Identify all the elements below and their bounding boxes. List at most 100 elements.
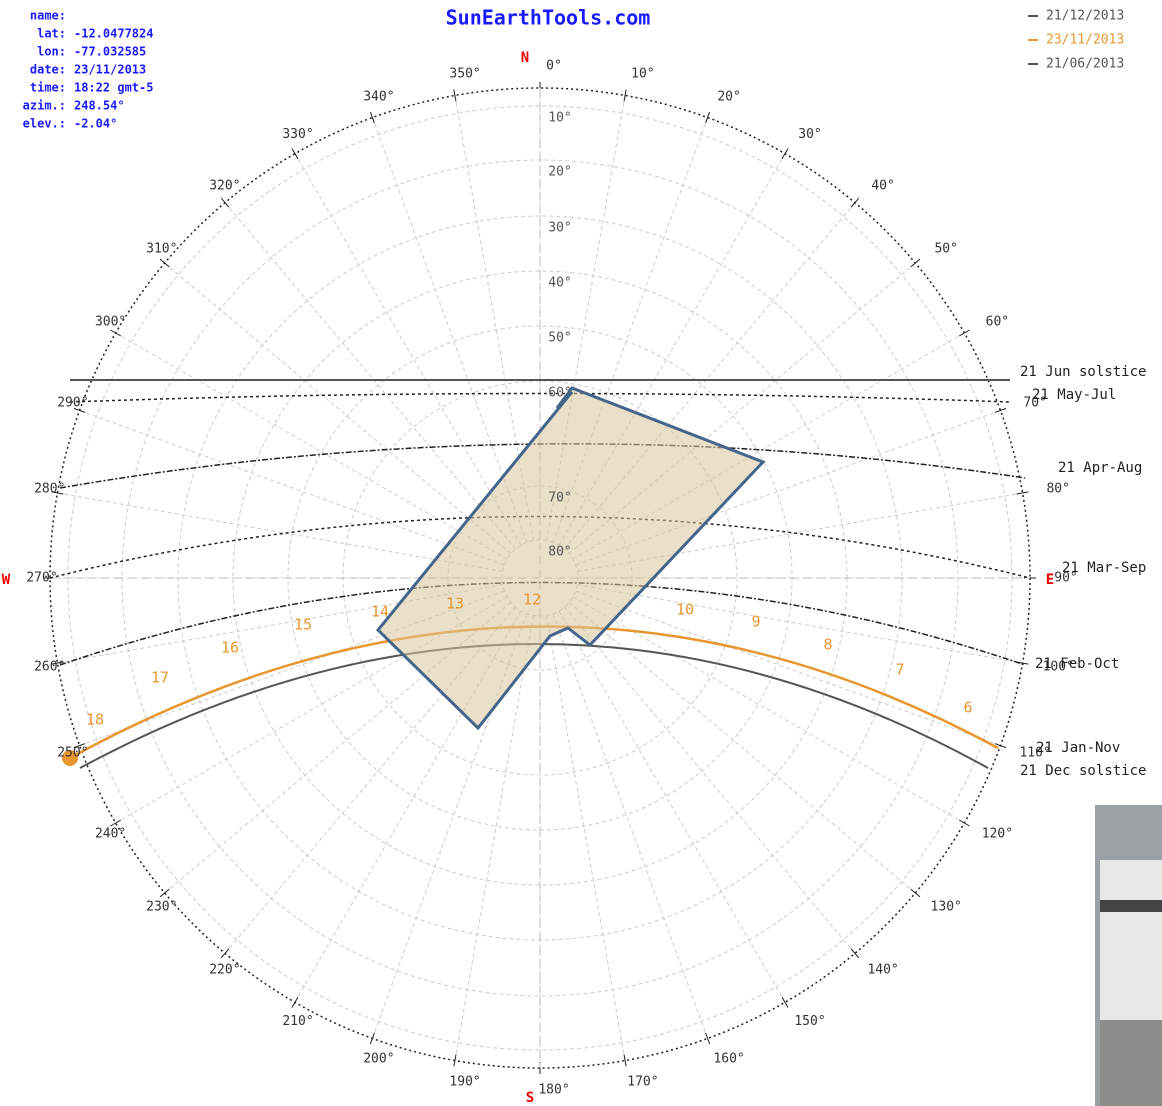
azimuth-tick [159, 888, 170, 898]
elevation-label: 60° [548, 386, 571, 401]
azimuth-ray [454, 615, 534, 1061]
azimuth-ray [371, 613, 528, 1039]
azimuth-label: 270° [26, 571, 57, 586]
azimuth-tick [705, 111, 711, 124]
info-label: azim.: [23, 99, 66, 113]
azimuth-ray [224, 606, 516, 954]
azimuth-label: 20° [717, 89, 740, 104]
azimuth-tick [623, 89, 627, 102]
date-label: 21 Feb-Oct [1035, 656, 1119, 672]
azimuth-label: 110° [1019, 746, 1050, 761]
hour-label: 17 [151, 669, 169, 687]
date-label: 21 Apr-Aug [1058, 460, 1142, 476]
info-value: 23/11/2013 [74, 63, 146, 77]
site-overlay [375, 386, 766, 731]
azimuth-label: 0° [546, 59, 562, 74]
azimuth-tick [51, 661, 64, 665]
elevation-label: 50° [548, 331, 571, 346]
elevation-label: 30° [548, 221, 571, 236]
azimuth-tick [994, 407, 1007, 413]
azimuth-label: 80° [1046, 482, 1069, 497]
azimuth-ray [79, 590, 505, 747]
azimuth-label: 140° [867, 963, 898, 978]
azimuth-tick [623, 1054, 627, 1067]
azimuth-ray [575, 590, 1001, 747]
azimuth-label: 250° [57, 746, 88, 761]
info-value: -2.04° [74, 117, 117, 131]
dec-path [79, 643, 989, 769]
legend-label: 21/06/2013 [1046, 57, 1124, 72]
azimuth-ray [564, 606, 856, 954]
date-label: 21 May-Jul [1032, 387, 1116, 403]
cardinal-label: S [526, 1090, 534, 1106]
azimuth-ray [115, 596, 508, 824]
azimuth-ray [115, 332, 508, 560]
azimuth-ray [558, 610, 786, 1003]
azimuth-tick [51, 491, 64, 495]
photo-window [1100, 900, 1162, 912]
azimuth-ray [546, 95, 626, 541]
cardinal-label: W [2, 572, 11, 588]
azimuth-ray [371, 117, 528, 543]
azimuth-label: 180° [538, 1083, 569, 1098]
mar-sep-path [49, 515, 1031, 579]
info-label: elev.: [23, 117, 66, 131]
azimuth-label: 240° [95, 827, 126, 842]
azimuth-ray [294, 153, 522, 546]
info-value: -12.0477824 [74, 27, 153, 41]
elevation-label: 10° [548, 111, 571, 126]
azimuth-label: 90° [1054, 571, 1077, 586]
hour-label: 18 [86, 711, 104, 729]
azimuth-tick [369, 111, 375, 124]
azimuth-label: 320° [209, 178, 240, 193]
date-label: 21 Dec solstice [1020, 763, 1146, 779]
date-label: 21 Jan-Nov [1036, 740, 1120, 756]
azimuth-ray [564, 202, 856, 550]
azimuth-ray [577, 492, 1023, 572]
hour-label: 10 [676, 601, 694, 619]
azimuth-tick [453, 89, 457, 102]
azimuth-label: 300° [95, 315, 126, 330]
azimuth-label: 230° [146, 900, 177, 915]
hour-label: 14 [371, 603, 389, 621]
azimuth-ray [552, 117, 709, 543]
elevation-label: 20° [548, 165, 571, 180]
azimuth-label: 310° [146, 241, 177, 256]
azimuth-ray [224, 202, 516, 550]
date-label: 21 Mar-Sep [1062, 560, 1146, 576]
elevation-label: 40° [548, 276, 571, 291]
azimuth-tick [910, 888, 921, 898]
legend-label: 21/12/2013 [1046, 9, 1124, 24]
may-jul-path [69, 392, 1011, 403]
info-value: -77.032585 [74, 45, 146, 59]
azimuth-ray [294, 610, 522, 1003]
info-name: name: [30, 9, 66, 23]
azimuth-label: 190° [449, 1075, 480, 1090]
azimuth-tick [850, 948, 860, 959]
hour-label: 7 [895, 661, 904, 679]
hour-label: 9 [751, 613, 760, 631]
azimuth-label: 60° [986, 315, 1009, 330]
info-value: 18:22 gmt-5 [74, 81, 153, 95]
hour-label: 13 [446, 595, 464, 613]
info-label: time: [30, 81, 66, 95]
azimuth-label: 330° [282, 127, 313, 142]
hour-label: 15 [294, 616, 312, 634]
azimuth-ray [454, 95, 534, 541]
azimuth-ray [572, 596, 965, 824]
azimuth-label: 170° [627, 1075, 658, 1090]
azimuth-label: 40° [871, 178, 894, 193]
elevation-label: 70° [548, 491, 571, 506]
azimuth-label: 160° [713, 1052, 744, 1067]
azimuth-tick [1016, 491, 1029, 495]
azimuth-ray [57, 584, 503, 664]
azimuth-tick [291, 148, 299, 160]
azimuth-tick [110, 819, 122, 827]
azimuth-label: 280° [34, 482, 65, 497]
info-value: 248.54° [74, 99, 125, 113]
hour-label: 8 [823, 636, 832, 654]
azimuth-label: 200° [363, 1052, 394, 1067]
azimuth-label: 120° [982, 827, 1013, 842]
